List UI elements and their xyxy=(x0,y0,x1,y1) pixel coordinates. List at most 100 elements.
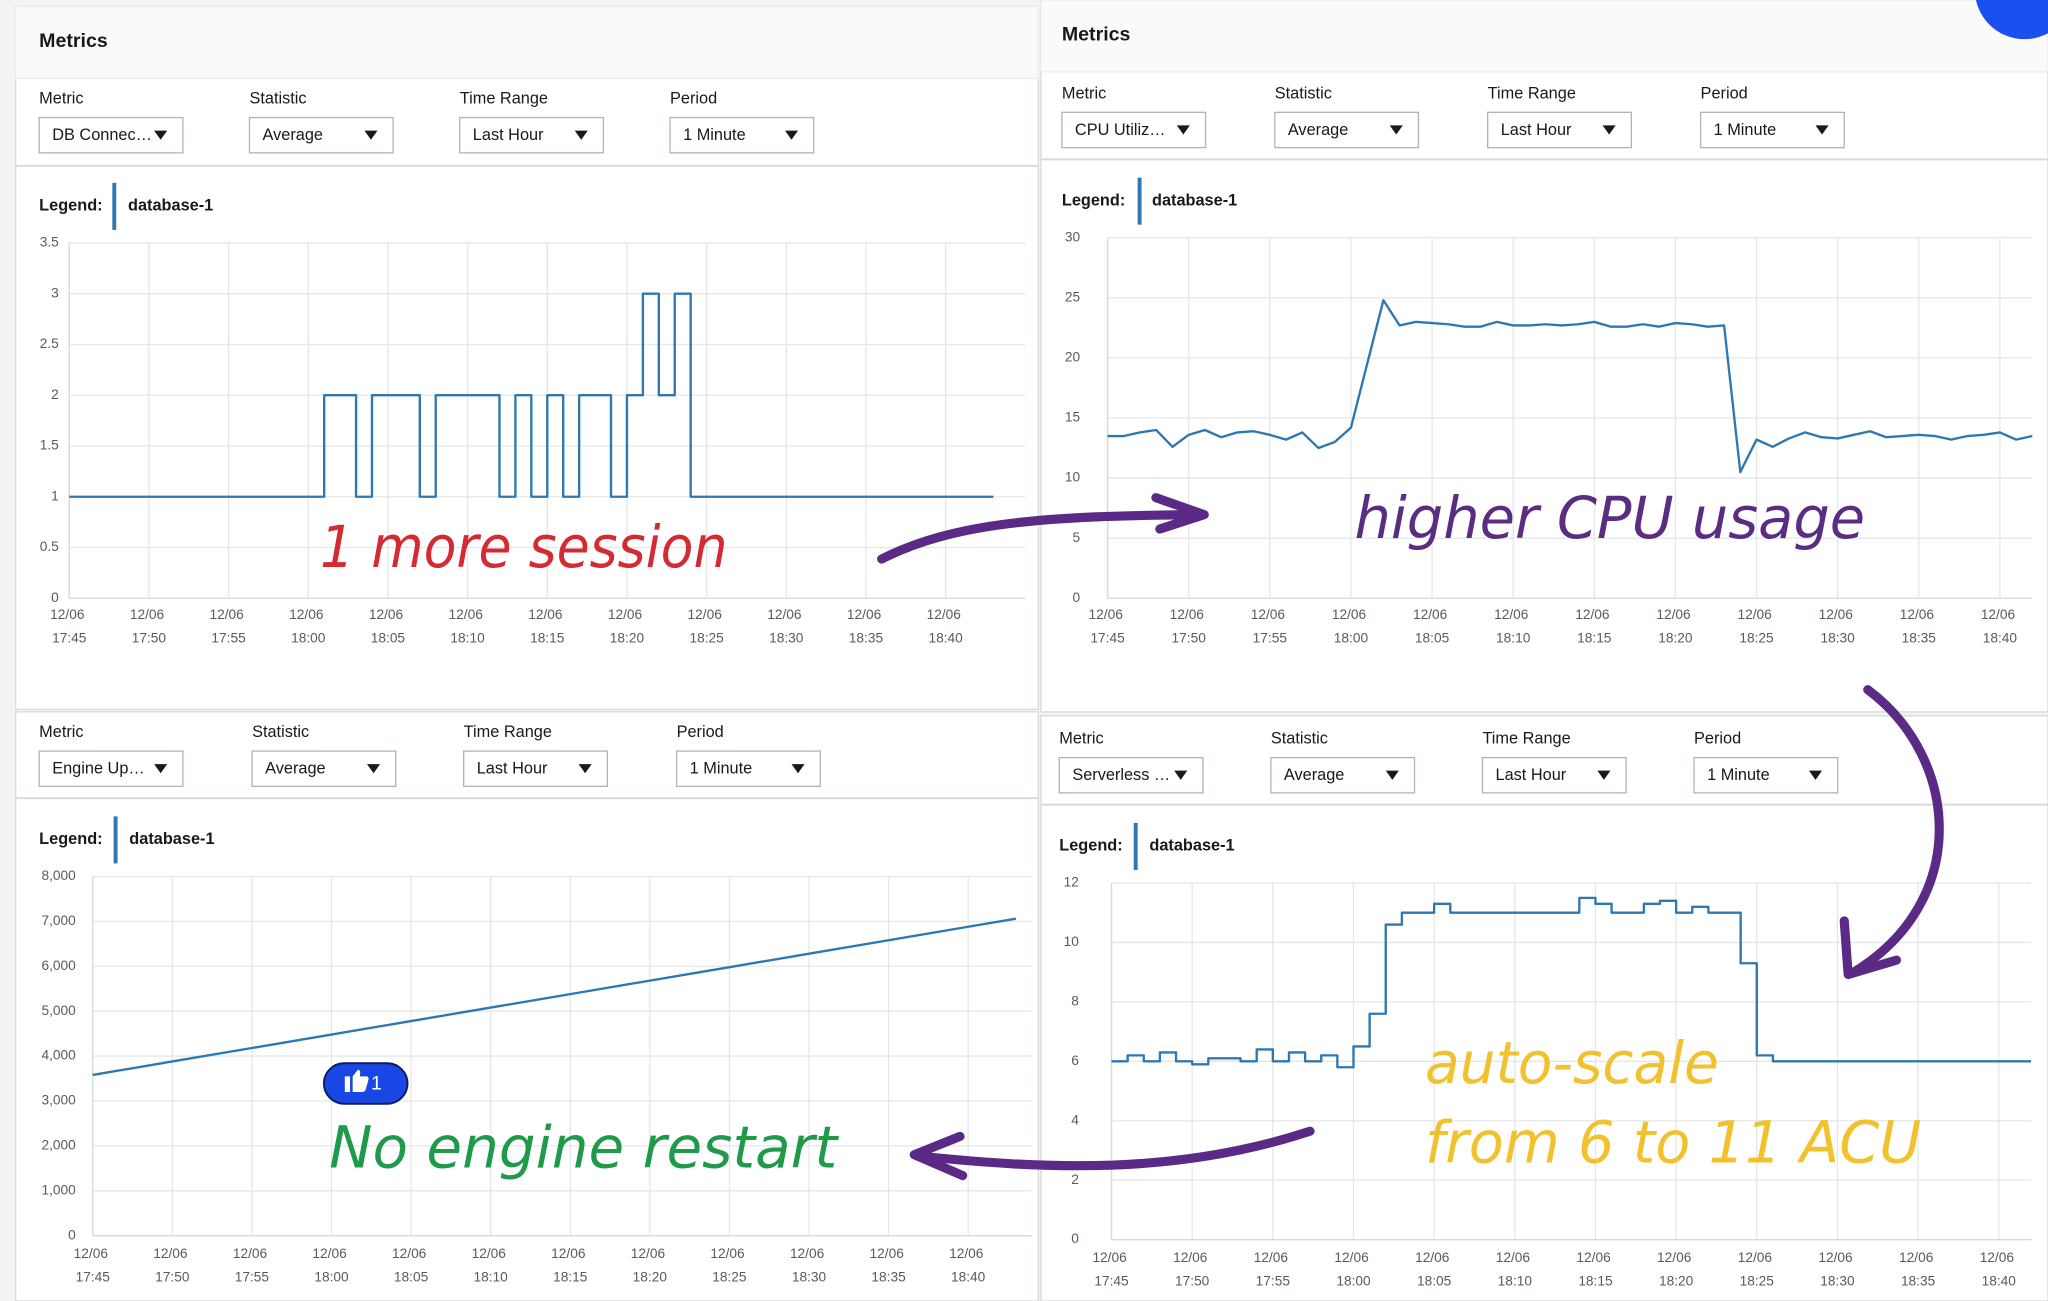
dropdown-value[interactable]: Average xyxy=(265,760,325,778)
control-label: Period xyxy=(1694,730,1741,748)
panel-header xyxy=(15,5,1040,80)
dropdown-caret[interactable] xyxy=(154,764,168,774)
dropdown[interactable]: Last Hour xyxy=(1487,111,1632,149)
legend-item: database-1 xyxy=(1149,837,1234,855)
control-label: Time Range xyxy=(1488,84,1576,102)
dropdown[interactable]: Last Hour xyxy=(1481,756,1627,794)
dropdown[interactable]: 1 Minute xyxy=(1699,111,1845,149)
dropdown-caret[interactable] xyxy=(1808,770,1823,780)
dropdown-caret[interactable] xyxy=(1176,125,1190,135)
dropdown-caret[interactable] xyxy=(791,764,805,774)
y-tick-label: 10 xyxy=(1064,934,1080,949)
dropdown[interactable]: Average xyxy=(1274,111,1420,149)
dropdown[interactable]: CPU Utiliz… xyxy=(1061,111,1207,149)
panel-title: Metrics xyxy=(39,30,108,52)
y-tick-label: 25 xyxy=(1065,289,1081,304)
dropdown[interactable]: Last Hour xyxy=(459,116,605,154)
dropdown-caret[interactable] xyxy=(1815,125,1829,135)
x-tick-label: 12/06 18:40 xyxy=(1981,607,2019,646)
y-tick-label: 1.5 xyxy=(40,438,59,453)
dropdown-caret[interactable] xyxy=(784,130,799,140)
y-tick-label: 4,000 xyxy=(41,1048,76,1063)
dropdown-value[interactable]: Last Hour xyxy=(473,126,544,144)
dropdown[interactable]: 1 Minute xyxy=(669,116,815,154)
dropdown-value[interactable]: Average xyxy=(263,126,323,144)
dropdown-value[interactable]: Average xyxy=(1284,766,1344,784)
panel-box xyxy=(1040,715,2048,1301)
x-tick-label: 12/06 18:05 xyxy=(1413,607,1451,646)
control-label: Metric xyxy=(1062,84,1106,102)
dropdown-value[interactable]: CPU Utiliz… xyxy=(1075,121,1166,139)
dropdown-value[interactable]: Serverless … xyxy=(1072,766,1170,784)
dropdown-caret[interactable] xyxy=(367,764,381,774)
x-tick-label: 12/06 18:25 xyxy=(1738,1250,1776,1289)
annotation: No engine restart xyxy=(329,1115,840,1182)
x-tick-label: 12/06 18:40 xyxy=(1980,1250,2018,1289)
y-tick-label: 3.5 xyxy=(40,235,59,250)
dropdown-value[interactable]: Last Hour xyxy=(477,760,548,778)
dropdown-caret[interactable] xyxy=(1597,770,1611,780)
x-tick-label: 12/06 18:30 xyxy=(790,1246,828,1285)
legend-swatch xyxy=(1133,822,1138,870)
x-tick-label: 12/06 18:10 xyxy=(449,607,487,646)
dropdown-caret[interactable] xyxy=(364,130,378,140)
x-tick-label: 12/06 17:45 xyxy=(1092,1250,1130,1289)
dropdown[interactable]: DB Connec… xyxy=(38,116,184,154)
thumb-icon[interactable] xyxy=(344,1069,369,1093)
x-tick-label: 12/06 18:20 xyxy=(608,607,646,646)
y-tick-label: 10 xyxy=(1065,470,1081,485)
x-tick-label: 12/06 18:25 xyxy=(688,607,726,646)
dropdown-value[interactable]: 1 Minute xyxy=(683,126,746,144)
dropdown[interactable]: Average xyxy=(248,116,394,154)
corner-button[interactable] xyxy=(1975,0,2048,40)
x-tick-label: 12/06 18:00 xyxy=(1332,607,1370,646)
control-label: Statistic xyxy=(1275,84,1332,102)
dropdown-value[interactable]: Engine Up… xyxy=(52,760,144,778)
dropdown[interactable]: Average xyxy=(1270,756,1416,794)
badge-count[interactable]: 1 xyxy=(371,1072,382,1094)
dropdown-caret[interactable] xyxy=(578,764,592,774)
legend-swatch xyxy=(1137,177,1142,225)
dropdown-caret[interactable] xyxy=(1385,770,1399,780)
dropdown-caret[interactable] xyxy=(574,130,588,140)
x-tick-label: 12/06 17:50 xyxy=(153,1246,191,1285)
dropdown[interactable]: Engine Up… xyxy=(38,750,184,788)
panel-header xyxy=(1040,0,2048,73)
legend-swatch xyxy=(113,816,118,864)
y-tick-label: 0 xyxy=(68,1227,76,1242)
y-tick-label: 1 xyxy=(51,488,59,503)
dropdown-caret[interactable] xyxy=(1602,125,1616,135)
dropdown-value[interactable]: 1 Minute xyxy=(1707,766,1770,784)
x-tick-label: 12/06 18:05 xyxy=(392,1246,430,1285)
x-tick-label: 12/06 17:55 xyxy=(210,607,248,646)
x-tick-label: 12/06 18:05 xyxy=(1415,1250,1453,1289)
control-label: Statistic xyxy=(252,723,309,741)
dropdown[interactable]: Average xyxy=(251,750,397,788)
x-tick-label: 12/06 18:15 xyxy=(1575,607,1613,646)
dropdown-value[interactable]: 1 Minute xyxy=(1714,121,1777,139)
dropdown-caret[interactable] xyxy=(154,130,168,140)
y-tick-label: 5,000 xyxy=(41,1003,76,1018)
y-tick-label: 20 xyxy=(1065,350,1081,365)
x-tick-label: 12/06 18:15 xyxy=(551,1246,589,1285)
control-label: Time Range xyxy=(460,90,548,108)
x-tick-label: 12/06 18:20 xyxy=(631,1246,669,1285)
dropdown[interactable]: Serverless … xyxy=(1058,756,1204,794)
dropdown-value[interactable]: Last Hour xyxy=(1496,766,1567,784)
dropdown[interactable]: Last Hour xyxy=(463,750,608,788)
dropdown-value[interactable]: DB Connec… xyxy=(52,126,152,144)
dropdown[interactable]: 1 Minute xyxy=(675,750,821,788)
reaction-badge[interactable]: 1 xyxy=(322,1062,409,1105)
y-tick-label: 2 xyxy=(1071,1172,1079,1187)
x-tick-label: 12/06 17:45 xyxy=(1089,607,1127,646)
dropdown-value[interactable]: Last Hour xyxy=(1501,121,1572,139)
dropdown-caret[interactable] xyxy=(1174,770,1188,780)
dropdown-caret[interactable] xyxy=(1389,125,1403,135)
x-tick-label: 12/06 17:45 xyxy=(50,607,88,646)
dropdown[interactable]: 1 Minute xyxy=(1693,756,1839,794)
dropdown-value[interactable]: Average xyxy=(1288,121,1348,139)
dropdown-value[interactable]: 1 Minute xyxy=(690,760,753,778)
x-tick-label: 12/06 18:25 xyxy=(710,1246,748,1285)
x-tick-label: 12/06 17:55 xyxy=(1251,607,1289,646)
y-tick-label: 0.5 xyxy=(40,539,59,554)
